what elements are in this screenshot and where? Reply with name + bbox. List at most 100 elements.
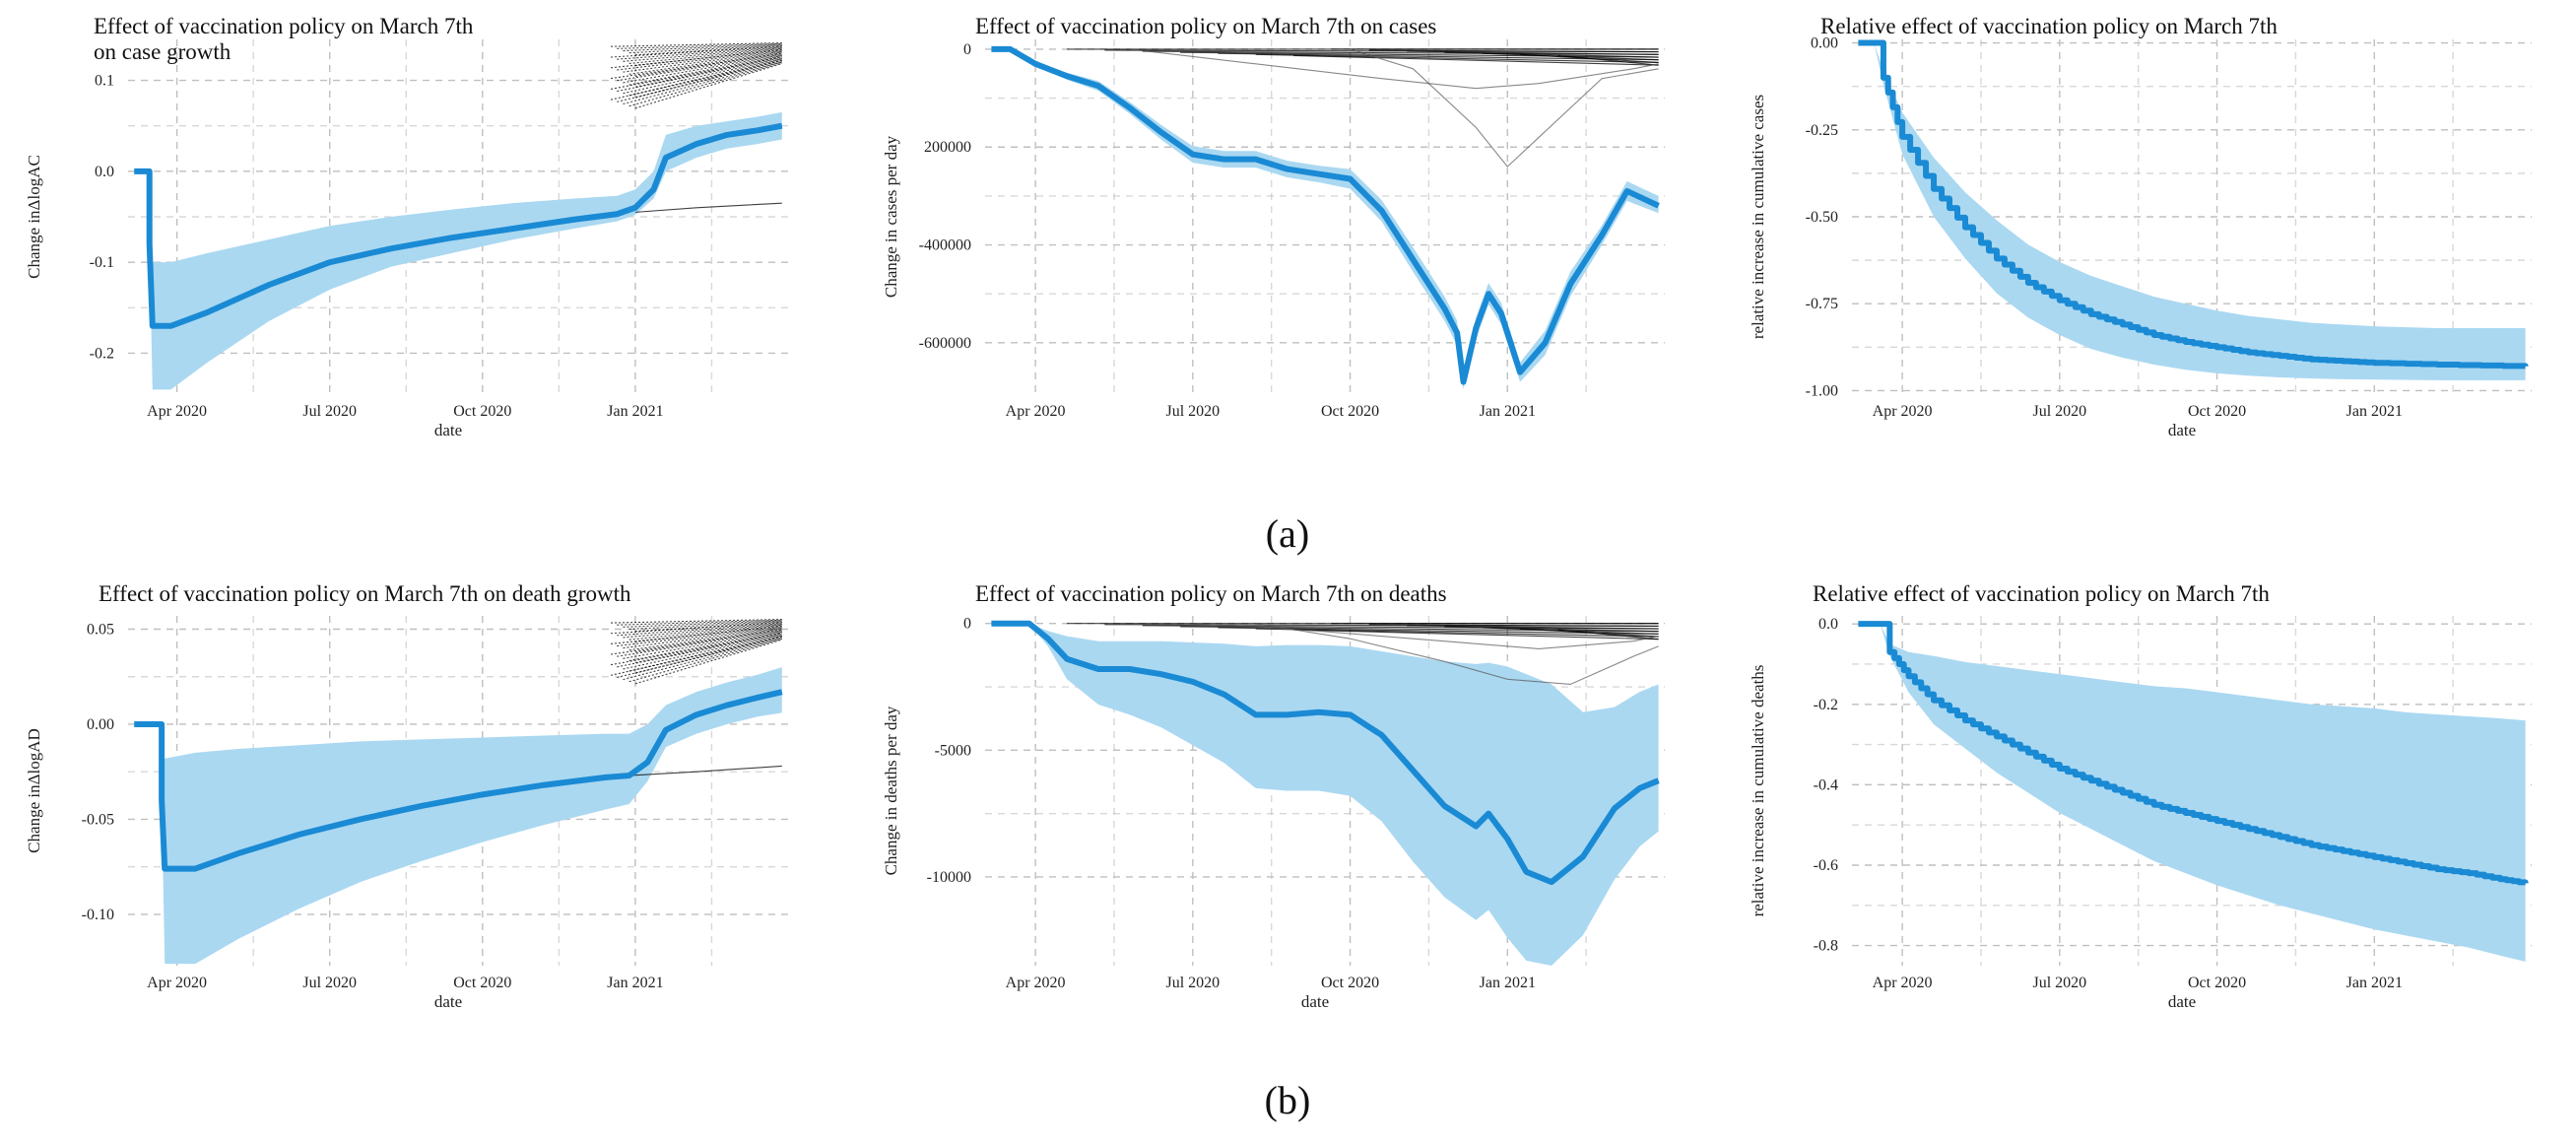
x-axis-title: date bbox=[2168, 992, 2196, 1011]
simulation-line bbox=[628, 44, 782, 54]
chart-title: Effect of vaccination policy on March 7t… bbox=[99, 581, 631, 606]
x-tick-label: Oct 2020 bbox=[453, 403, 511, 420]
x-tick-label: Jul 2020 bbox=[1165, 403, 1220, 420]
simulation-line bbox=[623, 57, 782, 95]
x-tick-label: Apr 2020 bbox=[1006, 403, 1066, 420]
caption-b: (b) bbox=[1265, 1078, 1311, 1122]
x-tick-label: Apr 2020 bbox=[1006, 975, 1066, 991]
series-line-background-1 bbox=[1255, 623, 1659, 686]
confidence-band bbox=[991, 623, 1659, 966]
simulation-line bbox=[617, 633, 782, 668]
simulation-line bbox=[623, 620, 782, 628]
x-axis-title: date bbox=[1301, 992, 1329, 1011]
simulation-line bbox=[610, 633, 782, 666]
simulation-line bbox=[617, 53, 782, 82]
chart-panel-a1: Effect of vaccination policy on March 7t… bbox=[25, 14, 788, 439]
chart-panel-b2: Effect of vaccination policy on March 7t… bbox=[882, 581, 1665, 1011]
chart-title: Relative effect of vaccination policy on… bbox=[1820, 14, 2278, 38]
simulation-line bbox=[628, 62, 782, 107]
confidence-band bbox=[1858, 624, 2526, 962]
y-tick-label: 200000 bbox=[924, 139, 971, 156]
x-tick-label: Apr 2020 bbox=[1873, 975, 1933, 991]
simulation-line bbox=[1557, 629, 1659, 640]
x-axis-title: date bbox=[434, 992, 462, 1011]
y-tick-label: 0.1 bbox=[95, 73, 114, 90]
series-line-baseline bbox=[628, 765, 782, 776]
y-tick-label: -0.8 bbox=[1814, 938, 1838, 955]
chart-title: Effect of vaccination policy on March 7t… bbox=[975, 581, 1447, 606]
simulation-line bbox=[634, 639, 782, 685]
x-tick-label: Jan 2021 bbox=[607, 975, 663, 991]
simulation-line bbox=[628, 638, 782, 683]
chart-title: Effect of vaccination policy on March 7t… bbox=[975, 14, 1436, 38]
series-line-estimate bbox=[134, 689, 783, 872]
chart-title: Effect of vaccination policy on March 7t… bbox=[94, 14, 474, 38]
simulation-line bbox=[634, 628, 782, 653]
simulation-line bbox=[611, 49, 782, 69]
simulation-line bbox=[634, 55, 782, 88]
y-tick-label: -1.00 bbox=[1806, 382, 1838, 399]
y-tick-label: -600000 bbox=[919, 335, 971, 352]
y-tick-label: -10000 bbox=[927, 869, 971, 886]
y-axis-title: relative increase in cumulative cases bbox=[1749, 95, 1767, 339]
simulation-line bbox=[617, 637, 782, 679]
y-axis-title: Change inΔlogAC bbox=[25, 155, 43, 279]
simulation-line bbox=[611, 52, 782, 80]
y-tick-label: -0.50 bbox=[1806, 209, 1838, 226]
simulation-line bbox=[634, 632, 782, 664]
y-tick-label: -0.1 bbox=[90, 254, 114, 271]
y-tick-label: 0.0 bbox=[95, 164, 114, 180]
x-tick-label: Oct 2020 bbox=[453, 975, 511, 991]
x-tick-label: Jul 2020 bbox=[302, 975, 357, 991]
simulation-line bbox=[623, 627, 782, 649]
simulation-line bbox=[628, 621, 782, 631]
confidence-band bbox=[991, 48, 1659, 390]
x-tick-label: Jul 2020 bbox=[2032, 975, 2086, 991]
x-tick-label: Jul 2020 bbox=[1165, 975, 1220, 991]
y-tick-label: 0 bbox=[963, 41, 971, 58]
y-tick-label: -0.2 bbox=[1814, 697, 1838, 713]
y-axis-title: Change in cases per day bbox=[882, 135, 900, 298]
simulation-line bbox=[634, 52, 782, 77]
simulation-line bbox=[634, 621, 782, 633]
confidence-band bbox=[134, 667, 782, 965]
series-line-background-2 bbox=[1129, 48, 1659, 90]
x-tick-label: Jan 2021 bbox=[1480, 403, 1536, 420]
y-tick-label: -5000 bbox=[935, 742, 971, 759]
simulation-line bbox=[610, 60, 782, 101]
simulation-line bbox=[1444, 626, 1659, 633]
simulation-line bbox=[1407, 625, 1659, 630]
y-tick-label: -400000 bbox=[919, 237, 971, 254]
series-line-background-1 bbox=[1350, 48, 1659, 168]
x-tick-label: Jan 2021 bbox=[607, 403, 663, 420]
y-tick-label: 0.00 bbox=[87, 716, 114, 733]
caption-a: (a) bbox=[1266, 511, 1309, 556]
y-tick-label: 0 bbox=[963, 616, 971, 633]
x-tick-label: Oct 2020 bbox=[1321, 975, 1379, 991]
y-tick-label: -0.10 bbox=[82, 907, 114, 923]
series-line-estimate bbox=[134, 122, 783, 329]
x-tick-label: Jan 2021 bbox=[2346, 403, 2403, 420]
simulation-line bbox=[623, 54, 782, 84]
y-tick-label: -0.2 bbox=[90, 345, 114, 362]
simulation-line bbox=[1293, 629, 1659, 640]
series-line-estimate bbox=[991, 45, 1660, 385]
simulation-line bbox=[1407, 50, 1659, 55]
y-axis-title: Change inΔlogAD bbox=[25, 728, 43, 853]
x-tick-label: Apr 2020 bbox=[147, 975, 207, 991]
simulation-line bbox=[623, 631, 782, 659]
simulation-line bbox=[617, 626, 782, 647]
simulation-line bbox=[611, 619, 782, 624]
confidence-band bbox=[134, 111, 782, 390]
x-tick-label: Jan 2021 bbox=[1480, 975, 1536, 991]
chart-title: Relative effect of vaccination policy on… bbox=[1813, 581, 2270, 606]
simulation-line bbox=[634, 62, 782, 109]
simulation-line bbox=[628, 47, 782, 65]
simulation-line bbox=[1142, 50, 1659, 55]
x-tick-label: Jul 2020 bbox=[2032, 403, 2086, 420]
simulation-line bbox=[623, 634, 782, 670]
simulation-line bbox=[623, 47, 782, 62]
simulation-line bbox=[628, 635, 782, 672]
x-tick-label: Oct 2020 bbox=[2188, 403, 2246, 420]
